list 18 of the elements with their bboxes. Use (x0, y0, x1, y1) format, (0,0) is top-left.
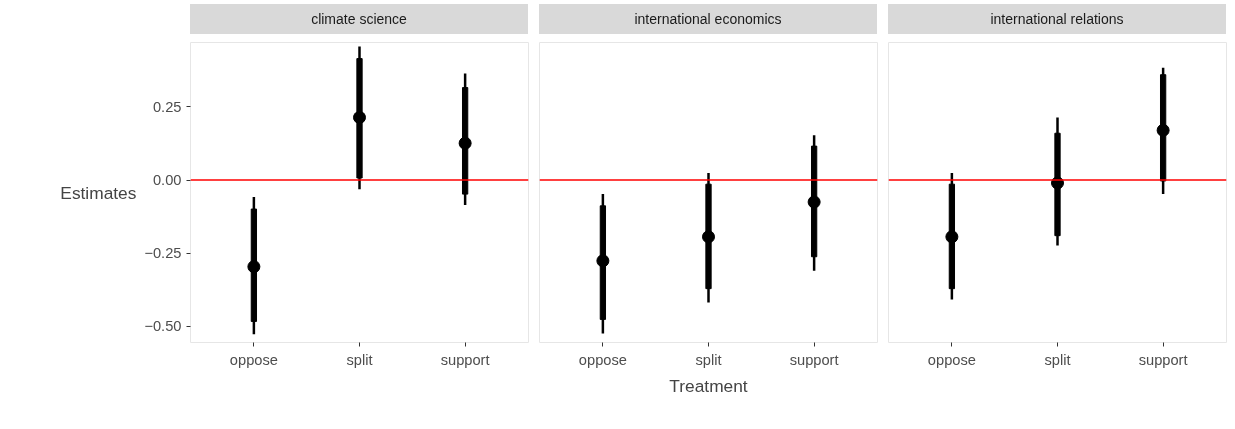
x-tick-label: split (1044, 351, 1071, 368)
x-tick-label: oppose (229, 351, 278, 368)
y-tick-label: −0.25 (144, 245, 182, 262)
y-tick-label: 0.00 (152, 172, 182, 189)
x-tick-label: support (789, 351, 839, 368)
x-tick-label: oppose (578, 351, 627, 368)
x-tick-label: split (346, 351, 373, 368)
y-tick-label: 0.25 (152, 98, 182, 115)
chart-title: international economics (634, 10, 782, 29)
x-tick-label: support (1138, 351, 1188, 368)
y-axis-title: Estimates (60, 182, 137, 203)
x-tick-label: split (695, 351, 722, 368)
chart-title: climate science (311, 10, 407, 29)
y-tick-label: −0.50 (144, 318, 182, 335)
x-axis-title: Treatment (669, 375, 748, 396)
x-tick-label: support (440, 351, 490, 368)
chart-title: international relations (990, 10, 1124, 29)
x-tick-label: oppose (927, 351, 976, 368)
